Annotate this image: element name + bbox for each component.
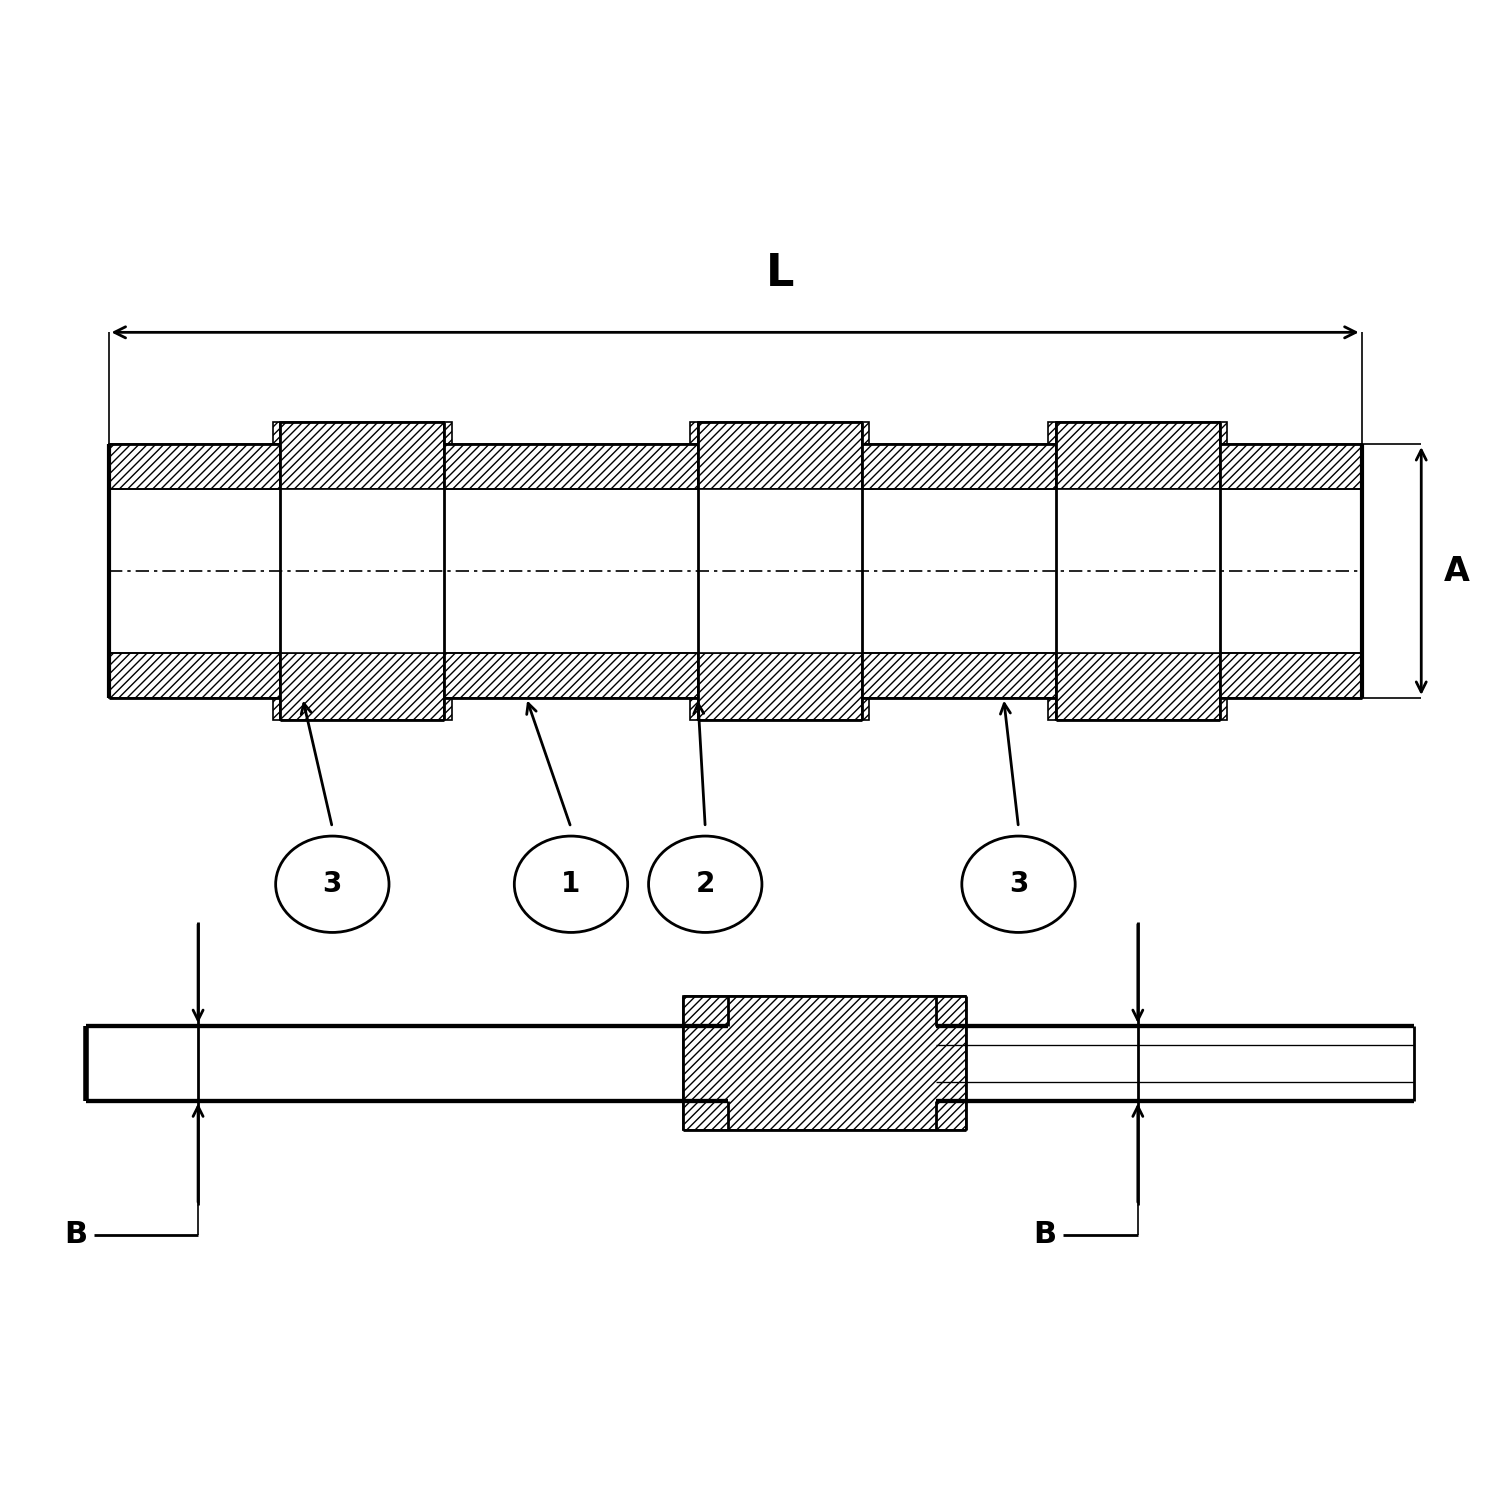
Ellipse shape bbox=[514, 836, 627, 933]
Bar bbox=[1220, 444, 1362, 489]
Bar bbox=[273, 422, 280, 444]
Bar bbox=[280, 489, 444, 652]
Bar bbox=[1056, 422, 1220, 489]
Bar bbox=[108, 489, 280, 652]
Bar bbox=[690, 422, 698, 444]
Ellipse shape bbox=[962, 836, 1076, 933]
Bar bbox=[862, 698, 870, 720]
Bar bbox=[682, 996, 966, 1131]
Bar bbox=[444, 698, 452, 720]
Bar bbox=[444, 489, 698, 652]
Bar bbox=[1220, 422, 1227, 444]
Text: L: L bbox=[765, 252, 794, 296]
Bar bbox=[280, 652, 444, 720]
Text: 1: 1 bbox=[561, 870, 580, 898]
Bar bbox=[86, 1026, 728, 1101]
Bar bbox=[1220, 489, 1362, 652]
Bar bbox=[690, 698, 698, 720]
Bar bbox=[1048, 422, 1056, 444]
Text: 3: 3 bbox=[1010, 870, 1028, 898]
Bar bbox=[862, 489, 1056, 652]
Bar bbox=[862, 444, 1056, 489]
Ellipse shape bbox=[648, 836, 762, 933]
Bar bbox=[682, 996, 966, 1131]
Text: 2: 2 bbox=[696, 870, 715, 898]
Bar bbox=[862, 652, 1056, 698]
Text: B: B bbox=[1034, 1221, 1056, 1250]
Bar bbox=[1056, 489, 1220, 652]
Bar bbox=[1056, 652, 1220, 720]
Bar bbox=[862, 422, 870, 444]
Bar bbox=[1220, 652, 1362, 698]
Ellipse shape bbox=[276, 836, 388, 933]
Bar bbox=[280, 422, 444, 489]
Bar bbox=[108, 444, 280, 489]
Bar bbox=[698, 489, 862, 652]
Bar bbox=[698, 422, 862, 489]
Bar bbox=[444, 444, 698, 489]
Bar bbox=[1048, 698, 1056, 720]
Text: 3: 3 bbox=[322, 870, 342, 898]
Bar bbox=[936, 1026, 1414, 1101]
Text: A: A bbox=[1443, 555, 1470, 588]
Bar bbox=[444, 652, 698, 698]
Bar bbox=[698, 652, 862, 720]
Bar bbox=[444, 422, 452, 444]
Bar bbox=[1220, 698, 1227, 720]
Text: B: B bbox=[64, 1221, 87, 1250]
Bar bbox=[108, 652, 280, 698]
Bar bbox=[273, 698, 280, 720]
